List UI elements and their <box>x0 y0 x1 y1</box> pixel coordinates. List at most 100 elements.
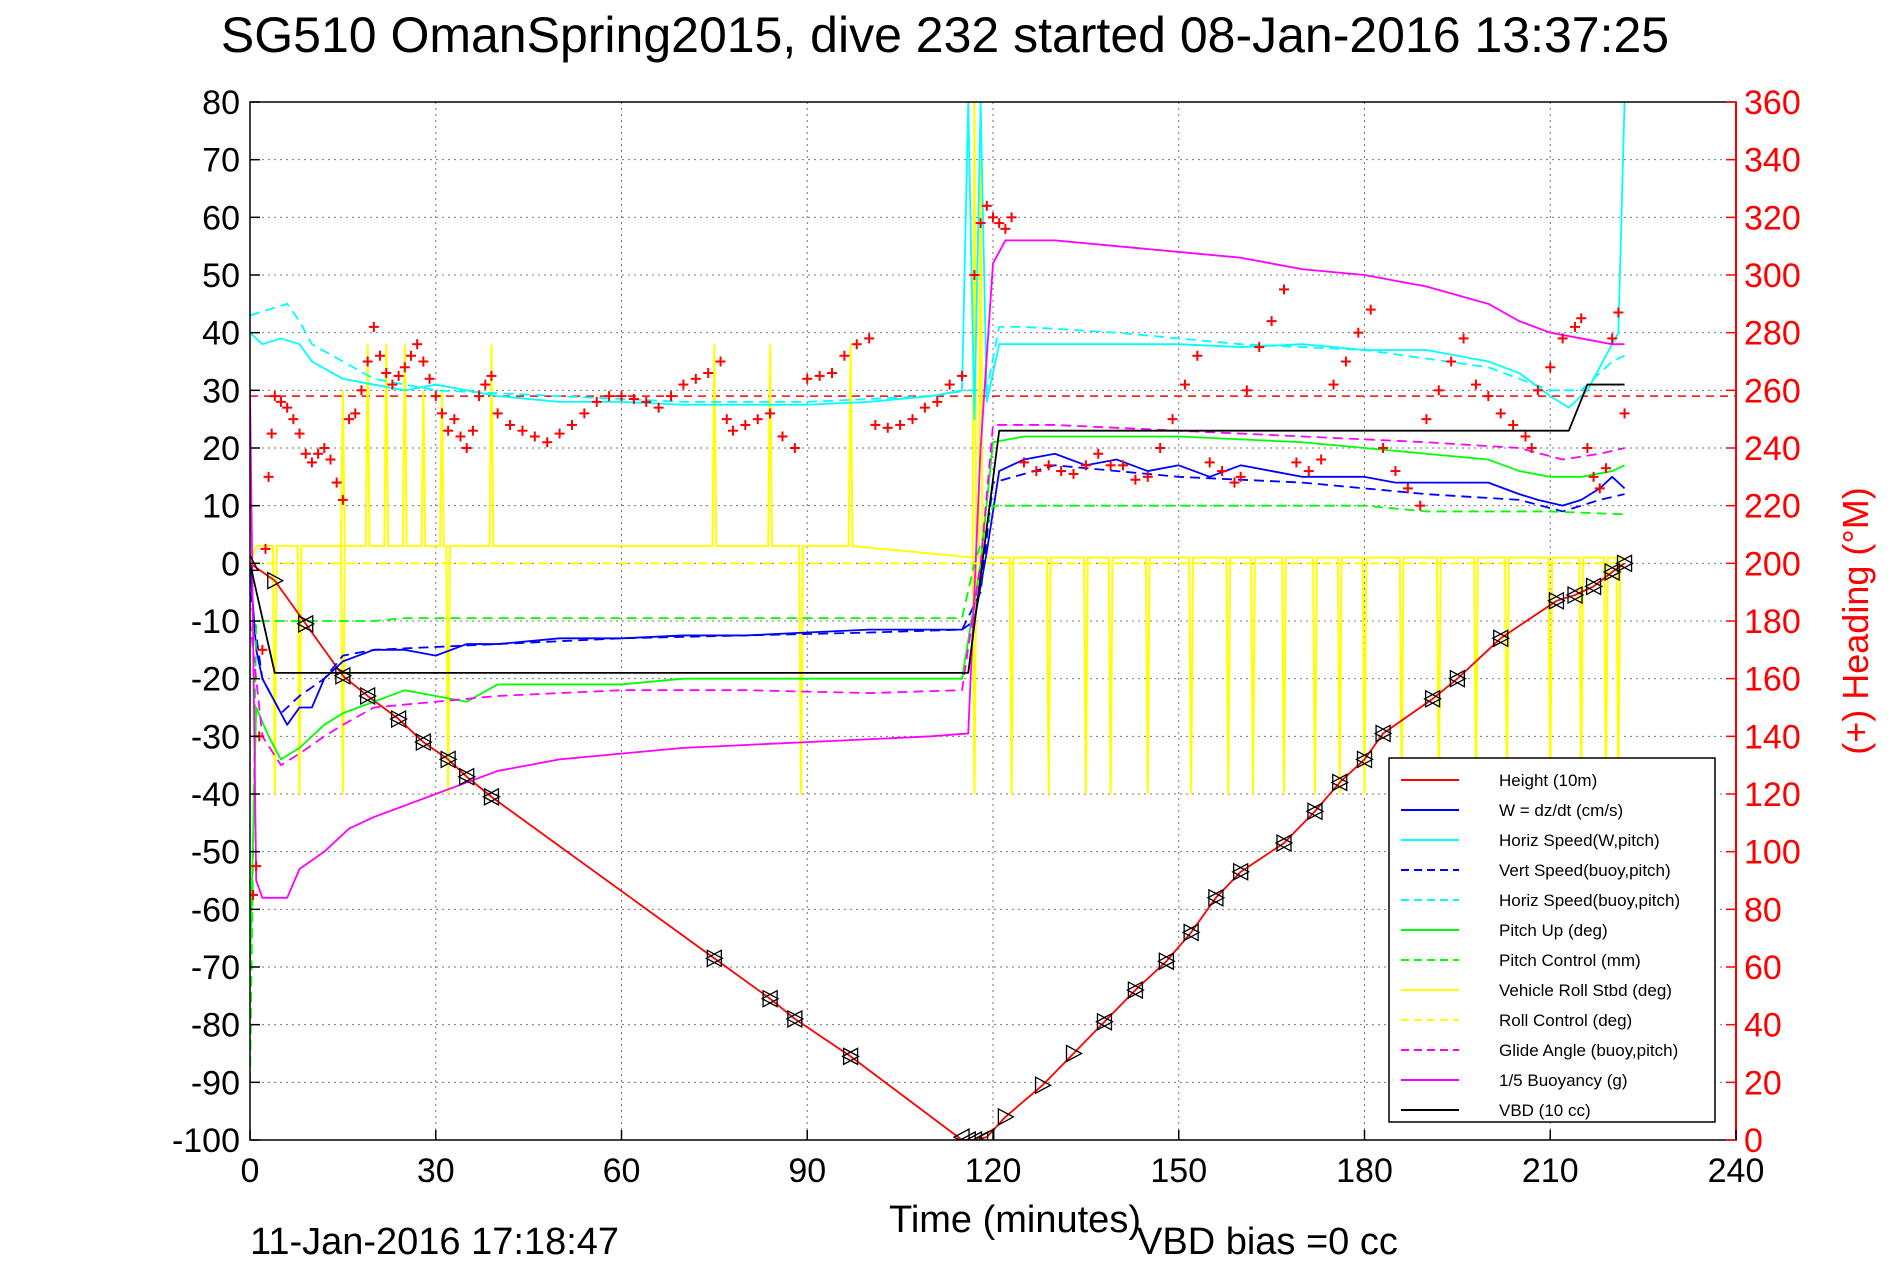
heading-marker <box>260 543 271 554</box>
left-tick-label: 20 <box>202 430 240 468</box>
heading-marker <box>851 339 862 350</box>
heading-marker <box>1526 443 1537 453</box>
right-tick-label: 0 <box>1744 1122 1763 1160</box>
series-horiz_buoy <box>250 302 1625 403</box>
heading-marker <box>1421 414 1432 425</box>
legend-label: 1/5 Buoyancy (g) <box>1499 1071 1628 1090</box>
heading-marker <box>1613 307 1624 318</box>
footer-vbd-bias: VBD bias =0 cc <box>1137 1221 1398 1262</box>
heading-marker <box>628 393 639 404</box>
depth-marker-left <box>1584 577 1602 596</box>
depth-marker-left <box>1602 562 1620 582</box>
heading-marker <box>969 270 980 280</box>
marker-group <box>250 200 1634 1140</box>
heading-marker <box>266 428 277 439</box>
heading-marker <box>678 379 689 390</box>
depth-marker-left <box>1206 888 1224 907</box>
right-tick-label: 200 <box>1744 545 1801 583</box>
heading-marker <box>653 402 664 413</box>
right-tick-label: 260 <box>1744 372 1801 410</box>
depth-marker-left <box>1156 952 1175 971</box>
series-horiz_w <box>250 102 1626 421</box>
left-tick-label: 40 <box>202 315 240 353</box>
depth-marker-left <box>1274 833 1292 853</box>
heading-marker <box>1607 333 1618 344</box>
heading-marker <box>381 368 392 379</box>
depth-marker-left <box>1330 773 1348 792</box>
heading-marker <box>690 373 701 384</box>
legend-entry: Vert Speed(buoy,pitch) <box>1401 861 1671 880</box>
heading-marker <box>1080 460 1091 471</box>
right-tick-label: 360 <box>1744 84 1801 122</box>
legend-entry: Height (10m) <box>1401 771 1597 790</box>
heading-marker <box>919 402 930 413</box>
x-tick-label: 120 <box>965 1152 1022 1190</box>
heading-marker <box>486 370 497 381</box>
heading-marker <box>1470 379 1481 390</box>
depth-marker-left <box>958 1130 976 1140</box>
heading-marker <box>1588 471 1599 482</box>
heading-marker <box>505 419 516 430</box>
legend-label: W = dz/dt (cm/s) <box>1499 801 1623 820</box>
depth-marker-left <box>704 949 723 968</box>
heading-marker <box>1353 327 1364 338</box>
x-tick-label: 240 <box>1708 1152 1765 1190</box>
heading-marker <box>1000 223 1011 234</box>
heading-marker <box>319 443 330 453</box>
heading-marker <box>1433 385 1444 396</box>
series-pitch <box>250 435 1625 968</box>
heading-marker <box>944 379 955 390</box>
heading-marker <box>263 471 274 482</box>
depth-marker-left <box>333 666 351 685</box>
depth-marker-left <box>457 767 475 786</box>
heading-marker <box>579 408 590 419</box>
legend-entry: Horiz Speed(buoy,pitch) <box>1401 891 1680 910</box>
series-w <box>250 452 1626 726</box>
heading-marker <box>1217 466 1228 477</box>
series-glide <box>250 424 1625 767</box>
heading-marker <box>430 391 441 402</box>
depth-marker-left <box>952 1128 970 1140</box>
depth-marker-left <box>1373 724 1391 743</box>
legend-entry: VBD (10 cc) <box>1401 1101 1591 1120</box>
heading-marker <box>443 425 454 436</box>
heading-marker <box>1365 304 1376 315</box>
heading-marker <box>1155 443 1166 453</box>
right-tick-label: 320 <box>1744 199 1801 237</box>
heading-marker <box>1279 284 1290 295</box>
legend-entry: Vehicle Roll Stbd (deg) <box>1401 981 1672 1000</box>
depth-marker-left <box>1126 980 1144 1000</box>
heading-marker <box>591 396 602 407</box>
left-axis: 80 70 60 50 40 30 20 10 0 -10 -20 -30 -40 -50 -60 -70 -8… <box>172 84 260 1160</box>
left-tick-label: -90 <box>191 1064 240 1102</box>
left-tick-label: 10 <box>202 488 240 526</box>
legend-label: Horiz Speed(W,pitch) <box>1499 831 1660 850</box>
left-tick-label: -40 <box>191 776 240 814</box>
legend-label: Horiz Speed(buoy,pitch) <box>1499 891 1680 910</box>
heading-marker <box>1458 333 1469 344</box>
heading-marker <box>882 422 893 433</box>
heading-marker <box>616 391 627 402</box>
series-group <box>250 102 1736 1140</box>
heading-marker <box>1167 414 1178 425</box>
right-tick-label: 100 <box>1744 834 1801 872</box>
left-tick-label: 80 <box>202 84 240 122</box>
heading-marker <box>1056 466 1067 477</box>
legend-entry: Roll Control (deg) <box>1401 1011 1632 1030</box>
heading-marker <box>802 373 813 384</box>
heading-marker <box>1619 408 1630 419</box>
heading-marker <box>461 443 472 453</box>
series-height <box>250 562 1626 1140</box>
right-tick-label: 180 <box>1744 603 1801 641</box>
heading-marker <box>604 391 615 402</box>
left-tick-label: 0 <box>221 545 240 583</box>
right-tick-label: 40 <box>1744 1007 1782 1045</box>
legend-entry: 1/5 Buoyancy (g) <box>1401 1071 1628 1090</box>
left-tick-label: -80 <box>191 1007 240 1045</box>
heading-marker <box>1582 443 1593 453</box>
heading-marker <box>988 212 998 223</box>
depth-marker-right <box>997 1107 1015 1127</box>
depth-marker-left <box>358 686 376 706</box>
legend-label: VBD (10 cc) <box>1499 1101 1591 1120</box>
heading-marker <box>1520 431 1531 442</box>
